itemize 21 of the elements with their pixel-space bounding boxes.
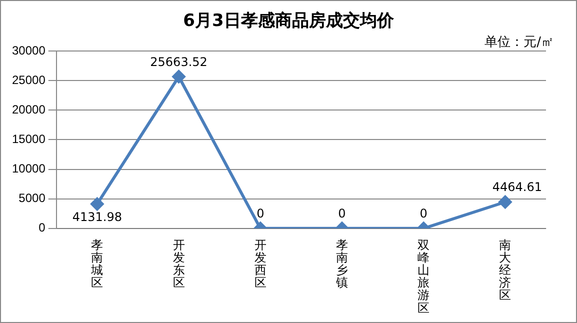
y-tick-label: 10000 xyxy=(12,162,46,176)
y-tick-label: 30000 xyxy=(12,43,46,58)
y-tick-label: 0 xyxy=(38,220,46,235)
data-label: 4464.61 xyxy=(492,180,542,194)
text: 单位：元/㎡ xyxy=(484,34,554,51)
y-tick-label: 15000 xyxy=(12,132,46,146)
data-label: 4131.98 xyxy=(72,210,122,224)
x-tick-label: 开发东区 xyxy=(172,238,185,290)
data-label: 25663.52 xyxy=(150,54,208,69)
y-tick-label: 20000 xyxy=(12,102,46,116)
data-label: 0 xyxy=(338,206,346,221)
data-label: 0 xyxy=(420,206,428,221)
x-tick-label: 双峰山旅游区 xyxy=(418,238,430,315)
chart-title: 6月3日孝感商品房成交均价 xyxy=(182,10,395,32)
data-label: 0 xyxy=(256,206,264,221)
y-tick-label: 25000 xyxy=(12,72,46,87)
x-tick-label: 南大经济区 xyxy=(499,238,512,302)
x-tick-label: 孝南城区 xyxy=(90,238,104,290)
y-tick-label: 5000 xyxy=(18,191,46,206)
x-tick-label: 孝南乡镇 xyxy=(334,238,348,290)
x-tick-label: 开发西区 xyxy=(254,238,266,290)
